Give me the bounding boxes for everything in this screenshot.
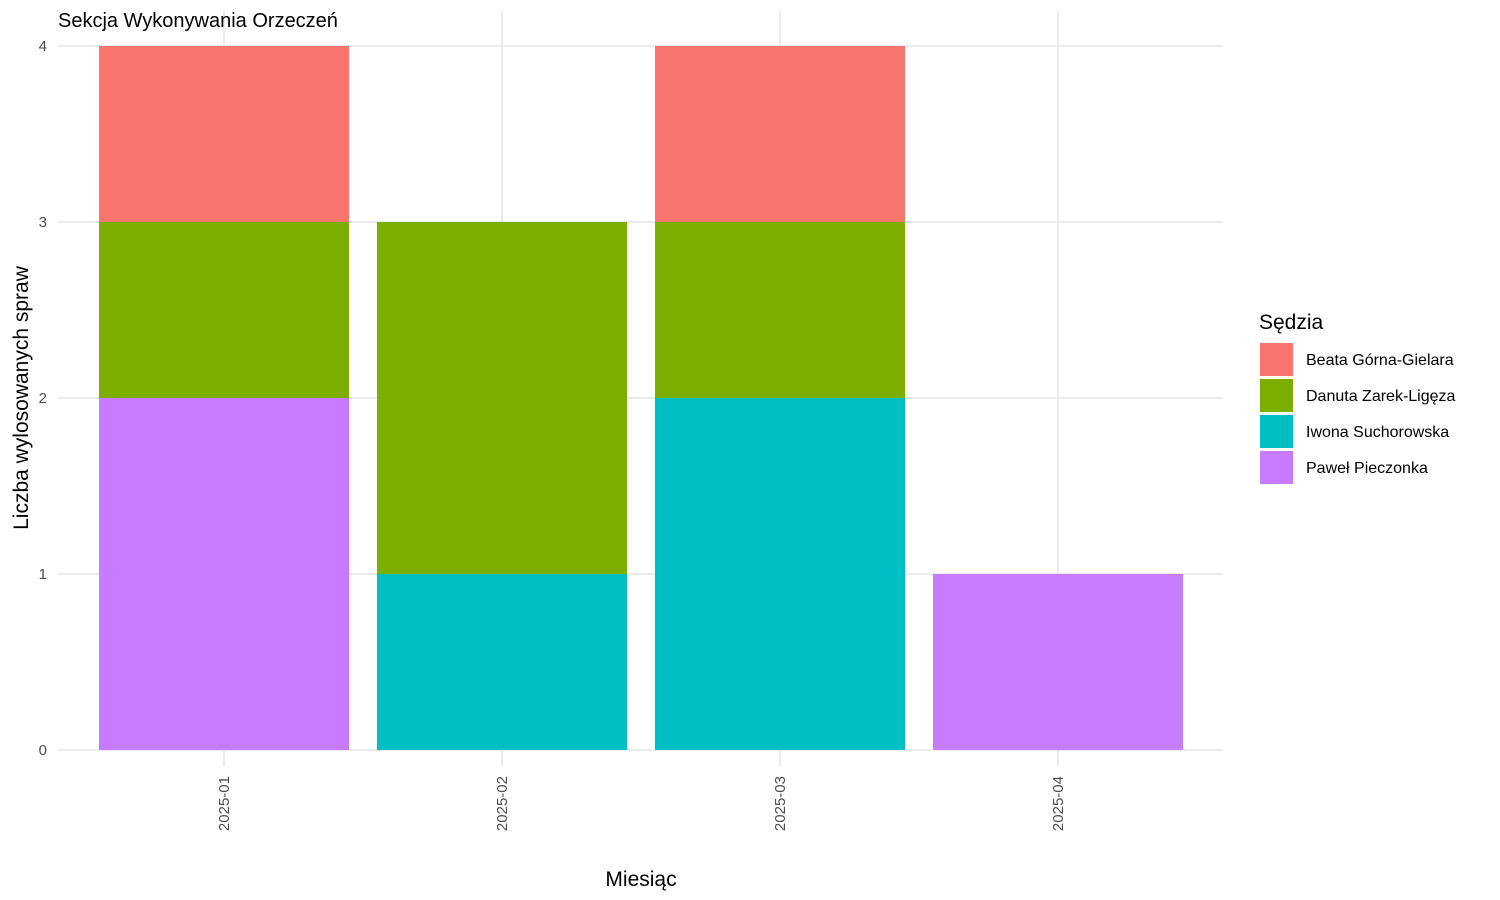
legend: Sędzia Beata Górna-Gielara Danuta Zarek-L… <box>1259 311 1456 484</box>
chart-title: Sekcja Wykonywania Orzeczeń <box>58 10 338 32</box>
bar-2025-01-pawel-pieczonka <box>99 398 349 750</box>
bar-2025-03-iwona-suchorowska <box>655 398 905 750</box>
y-tick-label-4: 4 <box>39 38 47 55</box>
legend-label: Paweł Pieczonka <box>1306 460 1428 477</box>
legend-item-beata-gorna-gielara: Beata Górna-Gielara <box>1260 343 1454 376</box>
legend-swatch <box>1260 343 1293 376</box>
y-tick-label-3: 3 <box>39 214 47 231</box>
y-tick-label-1: 1 <box>39 566 47 583</box>
legend-item-pawel-pieczonka: Paweł Pieczonka <box>1260 451 1428 484</box>
bar-2025-02-danuta-zarek-ligeza <box>377 222 627 574</box>
x-tick-label-2025-03: 2025-03 <box>772 776 789 831</box>
legend-label: Beata Górna-Gielara <box>1306 352 1454 369</box>
x-tick-labels: 2025-01 2025-02 2025-03 2025-04 <box>216 776 1067 831</box>
y-tick-labels: 0 1 2 3 4 <box>39 38 47 759</box>
bar-2025-03-danuta-zarek-ligeza <box>655 222 905 398</box>
y-axis-title: Liczba wylosowanych spraw <box>10 265 33 530</box>
x-axis-title: Miesiąc <box>605 868 676 891</box>
y-tick-label-0: 0 <box>39 742 47 759</box>
bar-2025-02-iwona-suchorowska <box>377 574 627 750</box>
bars-layer <box>99 46 1183 750</box>
legend-label: Danuta Zarek-Ligęza <box>1306 388 1456 405</box>
x-tick-label-2025-01: 2025-01 <box>216 776 233 831</box>
legend-label: Iwona Suchorowska <box>1306 424 1449 441</box>
bar-2025-03-beata-gorna-gielara <box>655 46 905 222</box>
legend-item-danuta-zarek-ligeza: Danuta Zarek-Ligęza <box>1260 379 1456 412</box>
legend-swatch <box>1260 451 1293 484</box>
bar-2025-01-beata-gorna-gielara <box>99 46 349 222</box>
y-tick-label-2: 2 <box>39 390 47 407</box>
legend-title: Sędzia <box>1259 311 1324 334</box>
x-tick-label-2025-02: 2025-02 <box>494 776 511 831</box>
legend-swatch <box>1260 379 1293 412</box>
legend-item-iwona-suchorowska: Iwona Suchorowska <box>1260 415 1449 448</box>
x-tick-label-2025-04: 2025-04 <box>1050 776 1067 831</box>
legend-items: Beata Górna-Gielara Danuta Zarek-Ligęza Iw… <box>1260 343 1456 484</box>
bar-2025-01-danuta-zarek-ligeza <box>99 222 349 398</box>
legend-swatch <box>1260 415 1293 448</box>
bar-2025-04-pawel-pieczonka <box>933 574 1183 750</box>
